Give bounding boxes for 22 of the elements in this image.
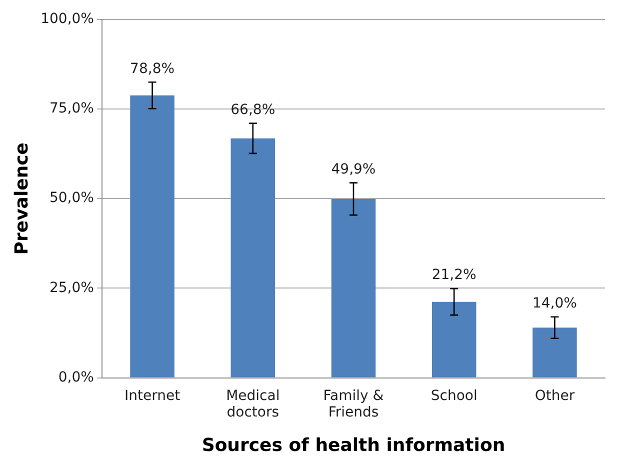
x-tick-label: School (430, 388, 478, 404)
y-tick-label: 100,0% (40, 11, 94, 28)
bar (230, 138, 276, 378)
y-tick-label: 25,0% (49, 280, 94, 296)
y-axis-title: Prevalence (11, 142, 32, 255)
y-tick-label: 75,0% (49, 100, 94, 117)
data-label: 78,8% (130, 60, 175, 77)
y-tick-label: 50,0% (49, 190, 94, 206)
data-label: 66,8% (230, 102, 276, 118)
data-label: 14,0% (532, 296, 577, 312)
x-tick-label: Other (534, 388, 575, 404)
y-tick-label: 0,0% (58, 369, 94, 386)
x-tick-label: Internet (124, 388, 181, 404)
data-label: 21,2% (432, 267, 476, 284)
bar (432, 302, 476, 378)
bar (331, 198, 376, 378)
x-tick-label: Family & Friends (323, 388, 384, 421)
x-axis-title: Sources of health information (202, 434, 506, 456)
data-label: 49,9% (331, 161, 376, 178)
bar (532, 328, 577, 378)
bar (130, 95, 174, 378)
x-tick-label: Medical doctors (226, 388, 280, 421)
